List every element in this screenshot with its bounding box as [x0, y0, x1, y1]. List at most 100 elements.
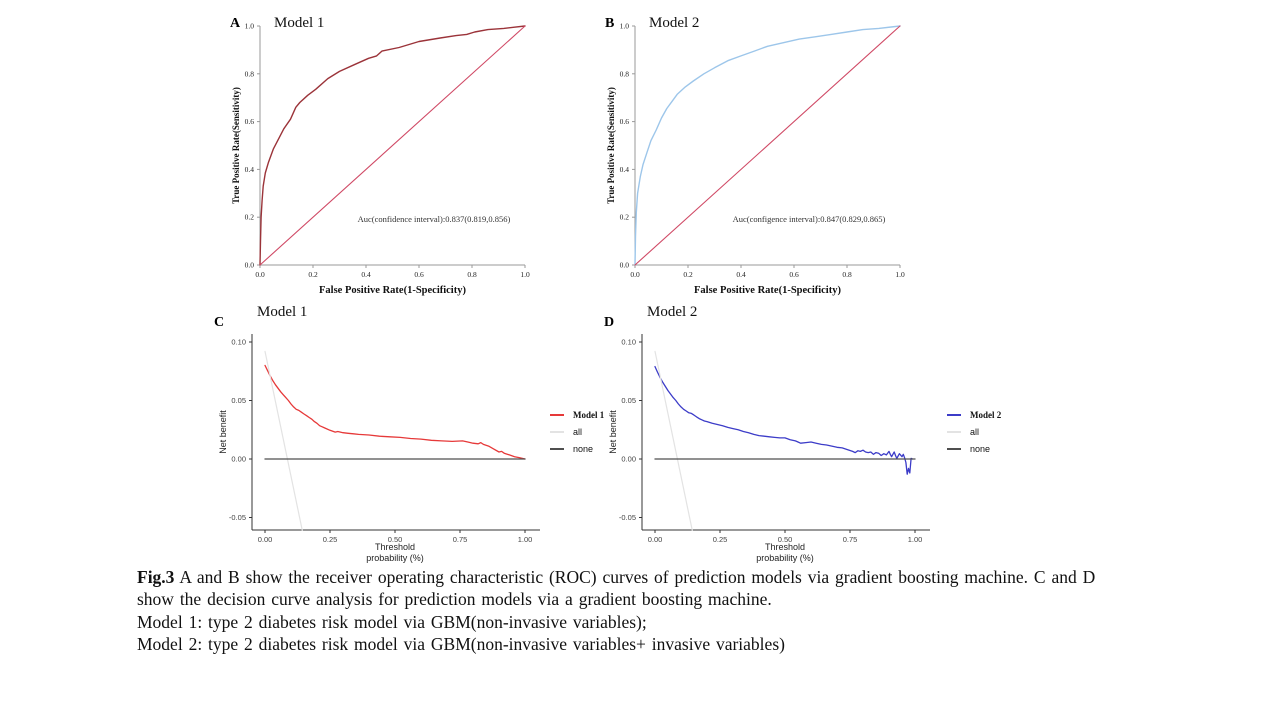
x-tick-label: 1.00 [908, 535, 923, 544]
x-tick-label: 1.0 [895, 270, 905, 279]
legend-swatch-line [550, 413, 564, 416]
roc-curve-model-1 [259, 25, 526, 266]
x-tick-label: 0.8 [842, 270, 852, 279]
all-treated-line [264, 350, 303, 531]
panel-title: Model 1 [274, 15, 324, 31]
caption-line-1: Fig.3 A and B show the receiver operatin… [137, 566, 1147, 588]
legend-item: Model 1 [550, 406, 645, 423]
legend-swatch-line [947, 430, 961, 433]
x-tick-label: 0.00 [258, 535, 273, 544]
y-tick-label: 0.0 [620, 261, 630, 270]
legend-item: all [947, 423, 1042, 440]
panel-label: D [604, 315, 614, 330]
y-axis-label: True Positive Rate(Sensitivity) [606, 87, 616, 204]
x-axis-label: False Positive Rate(1-Specificity) [694, 285, 841, 296]
x-tick-label: 0.25 [713, 535, 728, 544]
legend-label: none [970, 443, 991, 454]
y-tick-label: 0.8 [620, 69, 630, 78]
dca-panel-c: 0.00 0.25 0.50 0.75 1.00 0.10 0.05 0.00 -0.05 C Mo… [214, 304, 540, 563]
y-tick-label: 0.2 [620, 213, 630, 222]
x-tick-label: 0.50 [388, 535, 403, 544]
x-tick-label: 0.00 [648, 535, 663, 544]
panel-label: C [214, 315, 224, 330]
legend-swatch-line [550, 430, 564, 433]
auc-annotation: Auc(configence interval):0.847(0.829,0.8… [733, 214, 886, 224]
chance-diagonal [259, 25, 526, 266]
y-tick-label: 0.05 [231, 396, 246, 405]
y-tick-label: 0.6 [245, 117, 255, 126]
y-tick-label: 1.0 [620, 22, 630, 31]
legend-label: all [970, 426, 980, 437]
x-axis-label: False Positive Rate(1-Specificity) [319, 285, 466, 296]
legend-model-1: Model 1 all none [550, 406, 645, 457]
x-tick-label: 0.75 [843, 535, 858, 544]
y-tick-label: -0.05 [619, 513, 636, 522]
y-axis-label: Net benefit [218, 410, 228, 454]
caption-line-3: Model 1: type 2 diabetes risk model via … [137, 611, 647, 632]
chance-diagonal [634, 25, 901, 266]
x-axis-label-line1: Threshold [375, 542, 415, 552]
auc-annotation: Auc(confidence interval):0.837(0.819,0.8… [358, 214, 511, 224]
legend-swatch-line [550, 447, 564, 450]
caption-line-4: Model 2: type 2 diabetes risk model via … [137, 634, 785, 655]
y-axis-label: True Positive Rate(Sensitivity) [231, 87, 241, 204]
x-tick-label: 1.0 [520, 270, 530, 279]
x-tick-label: 0.2 [683, 270, 693, 279]
panel-title: Model 1 [257, 304, 307, 320]
figure-caption: Fig.3 A and B show the receiver operatin… [137, 566, 1147, 656]
legend-item: none [947, 440, 1042, 457]
x-axis-label-line2: probability (%) [366, 553, 424, 563]
y-tick-label: 0.4 [245, 165, 255, 174]
legend-label: none [573, 443, 594, 454]
x-tick-label: 0.2 [308, 270, 318, 279]
y-tick-label: 0.8 [245, 69, 255, 78]
legend-swatch-line [947, 447, 961, 450]
panel-label: A [230, 16, 241, 31]
y-tick-label: 0.6 [620, 117, 630, 126]
dca-model-2 [654, 365, 914, 475]
y-tick-label: 0.05 [621, 396, 636, 405]
panel-title: Model 2 [647, 304, 697, 320]
x-tick-label: 0.4 [361, 270, 371, 279]
all-treated-line [654, 350, 693, 531]
x-tick-label: 0.0 [630, 270, 640, 279]
caption-line-1-text: A and B show the receiver operating char… [174, 567, 1096, 587]
y-tick-label: 0.00 [621, 455, 636, 464]
y-axis-label: Net benefit [608, 410, 618, 454]
legend-item: none [550, 440, 645, 457]
x-axis-label-line1: Threshold [765, 542, 805, 552]
roc-panel-a: 0.0 0.2 0.4 0.6 0.8 1.0 0.0 0.2 0.4 0.6 0.8 1.0 A Mod… [230, 15, 530, 296]
panel-title: Model 2 [649, 15, 699, 31]
x-tick-label: 0.75 [453, 535, 468, 544]
legend-item: Model 2 [947, 406, 1042, 423]
y-tick-label: 0.2 [245, 213, 255, 222]
caption-fig-label: Fig.3 [137, 567, 175, 587]
x-tick-label: 0.4 [736, 270, 746, 279]
y-tick-label: -0.05 [229, 513, 246, 522]
x-tick-label: 0.25 [323, 535, 338, 544]
y-tick-label: 0.10 [621, 338, 636, 347]
legend-model-2: Model 2 all none [947, 406, 1042, 457]
legend-label: Model 2 [970, 409, 1002, 420]
y-tick-label: 0.00 [231, 455, 246, 464]
x-tick-label: 0.6 [789, 270, 799, 279]
y-tick-label: 1.0 [245, 22, 255, 31]
x-tick-label: 0.0 [255, 270, 265, 279]
x-tick-label: 1.00 [518, 535, 533, 544]
x-axis-label-line2: probability (%) [756, 553, 814, 563]
panel-label: B [605, 16, 614, 31]
x-tick-label: 0.8 [467, 270, 477, 279]
dca-panel-d: 0.00 0.25 0.50 0.75 1.00 0.10 0.05 0.00 -0.05 D Mo… [604, 304, 930, 563]
roc-panel-b: 0.0 0.2 0.4 0.6 0.8 1.0 0.0 0.2 0.4 0.6 0.8 1.0 B Mod… [605, 15, 905, 296]
legend-item: all [550, 423, 645, 440]
caption-line-2: show the decision curve analysis for pre… [137, 589, 772, 610]
x-tick-label: 0.50 [778, 535, 793, 544]
y-tick-label: 0.4 [620, 165, 630, 174]
legend-label: all [573, 426, 583, 437]
roc-curve-model-2 [634, 25, 901, 266]
legend-swatch-line [947, 413, 961, 416]
legend-label: Model 1 [573, 409, 605, 420]
y-tick-label: 0.0 [245, 261, 255, 270]
dca-model-1 [264, 364, 526, 460]
